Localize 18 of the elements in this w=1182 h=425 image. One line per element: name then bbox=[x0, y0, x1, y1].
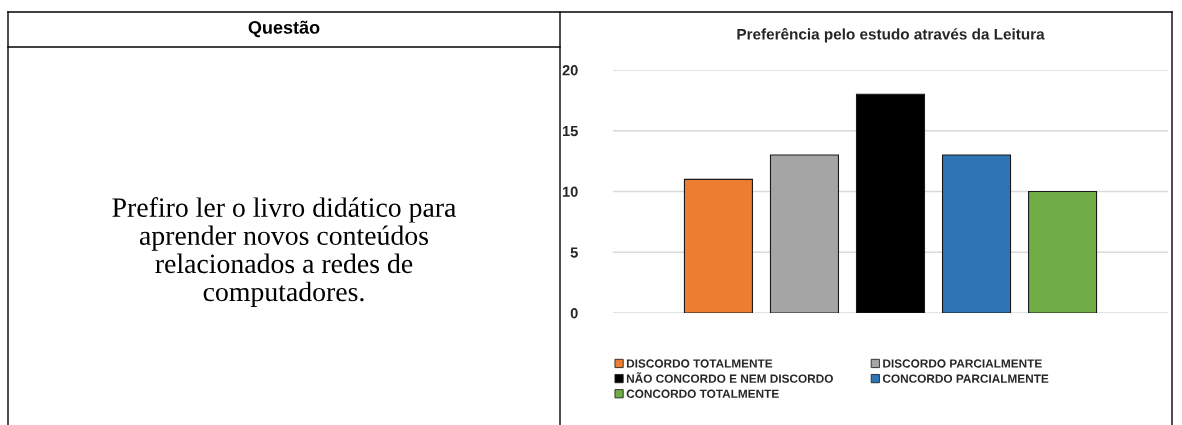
bar bbox=[1028, 190, 1098, 313]
bar bbox=[683, 178, 753, 313]
legend-label: CONCORDO TOTALMENTE bbox=[626, 389, 779, 398]
y-tick-label: 10 bbox=[562, 186, 578, 197]
legend-label: DISCORDO TOTALMENTE bbox=[626, 359, 773, 368]
legend-label: CONCORDO PARCIALMENTE bbox=[882, 374, 1049, 383]
y-tick-label: 20 bbox=[562, 65, 578, 76]
bar bbox=[855, 93, 926, 313]
y-tick-label: 5 bbox=[570, 247, 578, 258]
legend-label: NÃO CONCORDO E NEM DISCORDO bbox=[626, 372, 833, 383]
bar bbox=[769, 154, 840, 313]
bar bbox=[941, 154, 1012, 313]
legend-label: DISCORDO PARCIALMENTE bbox=[883, 359, 1042, 368]
text: Prefiro ler o livro didático para aprender novos conteúdos relacionados a redes de computadores. bbox=[112, 197, 457, 307]
y-tick-label: 0 bbox=[570, 308, 578, 319]
text: Questão bbox=[248, 20, 320, 38]
chart-title: Preferência pelo estudo através da Leitura bbox=[737, 28, 1045, 43]
y-tick-label: 15 bbox=[562, 126, 578, 137]
